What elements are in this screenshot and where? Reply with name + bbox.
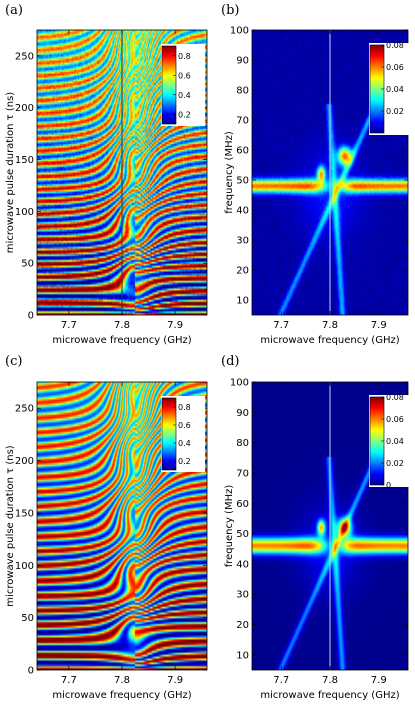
x-tick-label: 7.7 (273, 320, 289, 331)
y-tick-label: 10 (236, 650, 249, 661)
colorbar-tick-label: 0.6 (178, 71, 191, 80)
x-tick-label: 7.8 (322, 675, 338, 686)
panel-label: (d) (221, 354, 239, 369)
x-axis-label: microwave frequency (GHz) (52, 690, 191, 701)
x-axis-label: microwave frequency (GHz) (260, 690, 399, 701)
colorbar-tick-label: 0.2 (178, 110, 191, 119)
colorbar-gradient (162, 398, 176, 470)
y-tick-label: 100 (15, 561, 34, 572)
colorbar-tick-label: 0.8 (178, 403, 191, 412)
colorbar-tick-label: 0.04 (386, 85, 404, 94)
y-tick-label: 60 (236, 146, 249, 157)
colorbar-tick-label: 0.06 (386, 415, 404, 424)
y-tick-label: 70 (236, 116, 249, 127)
y-tick-label: 250 (15, 51, 34, 62)
colorbar-tick-label: 0.08 (386, 393, 404, 402)
panel-d: 7.7 7.8 7.9 10 20 30 40 50 60 70 80 90 100 microwave … (221, 354, 413, 701)
panel-c: 7.7 7.8 7.9 0 50 100 150 200 250 microwave freque… (5, 354, 208, 701)
x-tick-label: 7.7 (61, 675, 77, 686)
colorbar-frame (161, 45, 177, 125)
y-tick-label: 90 (236, 56, 249, 67)
colorbar-tick-label: 0.08 (386, 41, 404, 50)
y-tick-label: 250 (15, 404, 34, 415)
y-tick-label: 10 (236, 296, 249, 307)
colorbar-tick-label: 0.4 (178, 439, 191, 448)
y-tick-label: 150 (15, 155, 34, 166)
y-tick-label: 40 (236, 559, 249, 570)
colorbar-tick-label: 0.8 (178, 52, 191, 61)
y-tick-label: 0 (28, 311, 34, 322)
colorbar-tick-label: 0.02 (386, 107, 404, 116)
colorbar-tick-label: 0.2 (178, 457, 191, 466)
colorbar-frame (161, 397, 177, 471)
y-tick-label: 100 (15, 207, 34, 218)
y-tick-label: 40 (236, 206, 249, 217)
y-tick-label: 30 (236, 236, 249, 247)
y-axis-label: frequency (MHz) (224, 131, 235, 214)
y-tick-label: 50 (236, 176, 249, 187)
panel-b: 7.7 7.8 7.9 10 20 30 40 50 60 70 80 90 100 microwave … (221, 3, 413, 346)
y-tick-label: 100 (230, 26, 249, 37)
y-tick-label: 200 (15, 456, 34, 467)
colorbar-gradient (162, 46, 176, 124)
colorbar-tick-label: 0.02 (386, 459, 404, 468)
y-tick-label: 80 (236, 86, 249, 97)
y-tick-label: 50 (236, 529, 249, 540)
colorbar-tick-label: 0 (386, 481, 391, 490)
y-tick-label: 90 (236, 408, 249, 419)
colorbar-tick-label: 0.04 (386, 437, 404, 446)
y-tick-label: 0 (28, 666, 34, 677)
panel-a: 7.7 7.8 7.9 0 50 100 150 200 250 microwave freque… (5, 3, 208, 346)
y-axis-label: microwave pulse duration τ (ns) (5, 92, 16, 253)
x-tick-label: 7.9 (371, 320, 387, 331)
y-tick-label: 20 (236, 266, 249, 277)
x-tick-label: 7.9 (167, 320, 183, 331)
colorbar-gradient (370, 45, 384, 133)
x-axis-label: microwave frequency (GHz) (260, 335, 399, 346)
colorbar: 0 0.02 0.04 0.06 0.08 (369, 393, 413, 490)
x-tick-label: 7.7 (273, 675, 289, 686)
y-tick-label: 80 (236, 438, 249, 449)
panel-label: (c) (5, 354, 22, 369)
y-tick-label: 50 (21, 613, 34, 624)
x-tick-label: 7.8 (114, 675, 130, 686)
panel-label: (a) (5, 3, 23, 18)
colorbar-tick-label: 0.06 (386, 63, 404, 72)
x-tick-label: 7.8 (114, 320, 130, 331)
y-tick-label: 60 (236, 499, 249, 510)
y-tick-label: 100 (230, 378, 249, 389)
x-tick-label: 7.9 (371, 675, 387, 686)
y-tick-label: 20 (236, 620, 249, 631)
y-tick-label: 70 (236, 468, 249, 479)
colorbar-tick-label: 0.6 (178, 421, 191, 430)
colorbar-gradient (370, 397, 384, 485)
y-tick-label: 200 (15, 103, 34, 114)
colorbar: 0.2 0.4 0.6 0.8 (161, 44, 205, 126)
y-axis-label: microwave pulse duration τ (ns) (5, 445, 16, 606)
colorbar-tick-label: 0.4 (178, 91, 191, 100)
colorbar: 0.2 0.4 0.6 0.8 (161, 396, 205, 472)
colorbar: 0.02 0.04 0.06 0.08 (369, 41, 413, 135)
y-tick-label: 150 (15, 508, 34, 519)
x-tick-label: 7.7 (61, 320, 77, 331)
y-tick-label: 30 (236, 590, 249, 601)
x-axis-label: microwave frequency (GHz) (52, 335, 191, 346)
y-axis-label: frequency (MHz) (224, 485, 235, 568)
y-tick-label: 50 (21, 259, 34, 270)
panel-label: (b) (221, 3, 239, 18)
x-tick-label: 7.8 (322, 320, 338, 331)
x-tick-label: 7.9 (167, 675, 183, 686)
